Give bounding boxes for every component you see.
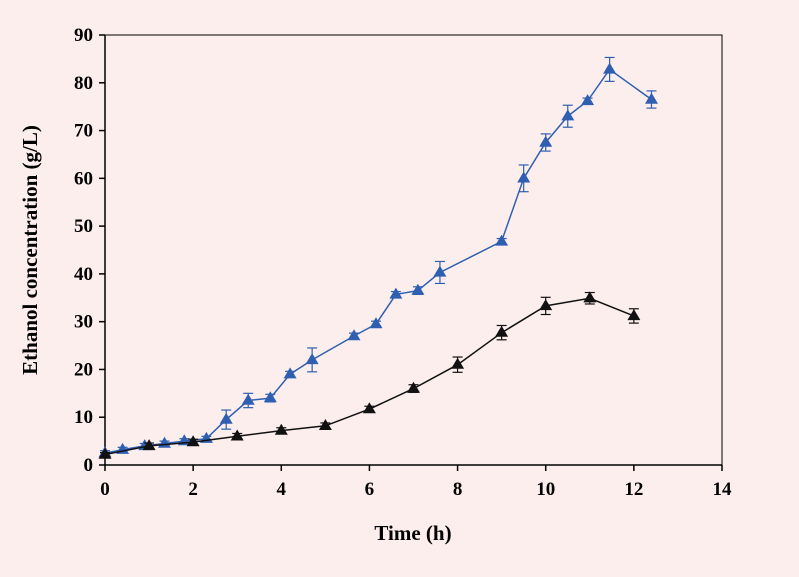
- data-point-blue: [603, 62, 617, 74]
- y-tick-label: 60: [74, 168, 93, 189]
- data-point-black: [451, 357, 465, 369]
- data-point-blue: [645, 92, 658, 104]
- series-line-black: [104, 297, 635, 456]
- data-point-blue: [495, 234, 509, 246]
- series-layer: [98, 56, 658, 459]
- data-point-black: [583, 291, 597, 303]
- x-tick-label: 14: [713, 479, 733, 500]
- x-tick-label: 8: [453, 479, 463, 500]
- x-axis-ticks: 0 2 4 6 8 10 12 14: [100, 465, 732, 500]
- y-axis-ticks: 0 10 20 30 40 50 60 70 80 90: [74, 25, 105, 476]
- y-tick-label: 90: [74, 25, 93, 46]
- data-point-black: [539, 299, 553, 311]
- data-point-blue: [219, 412, 233, 424]
- series-blue: [98, 56, 658, 458]
- data-point-black: [407, 381, 420, 393]
- data-point-black: [142, 439, 156, 451]
- data-point-black: [98, 447, 112, 459]
- data-point-black: [318, 419, 332, 430]
- x-tick-label: 10: [536, 479, 555, 500]
- data-point-blue: [411, 283, 425, 295]
- x-tick-label: 2: [188, 479, 198, 500]
- data-point-black: [230, 429, 244, 441]
- y-tick-label: 40: [74, 264, 93, 285]
- data-point-blue: [369, 317, 383, 329]
- data-point-blue: [347, 329, 361, 341]
- data-point-blue: [241, 393, 255, 405]
- y-tick-label: 50: [74, 216, 93, 237]
- data-point-black: [495, 325, 509, 337]
- y-tick-label: 70: [74, 121, 93, 142]
- x-tick-label: 4: [277, 479, 287, 500]
- series-black: [98, 291, 641, 459]
- y-tick-label: 10: [74, 407, 93, 428]
- y-tick-label: 80: [74, 73, 93, 94]
- data-point-black: [186, 435, 200, 447]
- data-point-blue: [433, 265, 447, 277]
- data-point-black: [362, 402, 376, 414]
- data-point-blue: [517, 171, 531, 183]
- data-point-black: [274, 423, 288, 435]
- data-point-blue: [263, 391, 277, 403]
- data-point-blue: [539, 135, 553, 147]
- x-tick-label: 0: [100, 479, 110, 500]
- data-point-blue: [561, 109, 575, 121]
- data-point-blue: [283, 367, 297, 379]
- data-point-blue: [305, 353, 319, 365]
- y-tick-label: 30: [74, 312, 93, 333]
- plot-frame: [104, 34, 723, 466]
- x-axis-title: Time (h): [374, 521, 451, 545]
- y-tick-label: 20: [74, 359, 93, 380]
- x-tick-label: 6: [365, 479, 375, 500]
- data-point-black: [627, 309, 641, 321]
- data-point-blue: [581, 94, 595, 106]
- y-axis-title: Ethanol concentration (g/L): [18, 125, 42, 375]
- y-tick-label: 0: [84, 455, 94, 476]
- x-tick-label: 12: [624, 479, 643, 500]
- data-point-blue: [389, 287, 403, 299]
